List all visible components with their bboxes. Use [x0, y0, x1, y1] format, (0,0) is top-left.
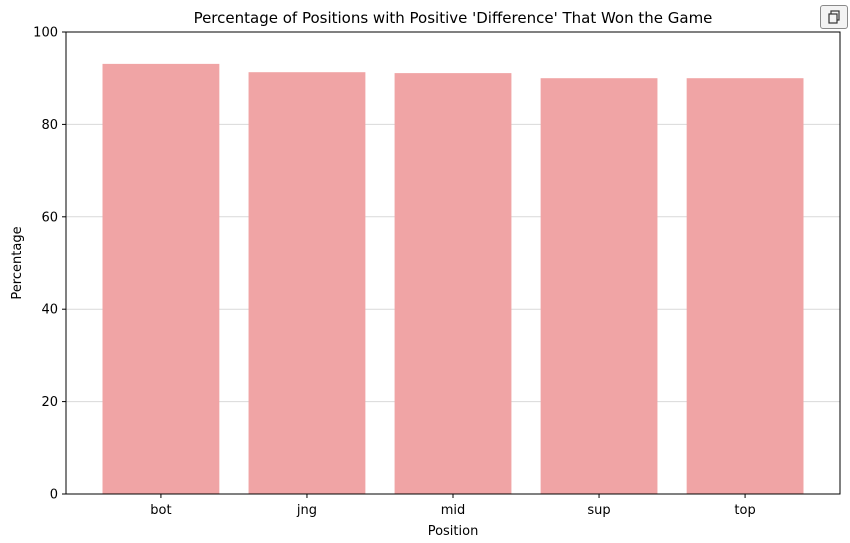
bar-sup — [540, 78, 658, 494]
bar-top — [686, 78, 804, 494]
x-axis-label: Position — [428, 524, 479, 539]
x-axis-ticks: bot jng mid sup top — [150, 494, 756, 518]
x-tick-label: sup — [587, 503, 610, 518]
bar-jng — [248, 72, 366, 494]
y-tick-label: 100 — [33, 26, 58, 41]
x-tick-label: top — [734, 503, 755, 518]
y-tick-label: 20 — [41, 395, 58, 410]
y-tick-label: 80 — [41, 118, 58, 133]
y-tick-label: 0 — [50, 488, 58, 503]
copy-icon — [828, 10, 840, 24]
x-tick-label: bot — [150, 503, 171, 518]
y-tick-label: 40 — [41, 303, 58, 318]
bars — [102, 63, 804, 495]
chart-title: Percentage of Positions with Positive 'D… — [194, 9, 713, 27]
bar-mid — [394, 73, 512, 495]
y-axis-ticks: 0 20 40 60 80 100 — [33, 26, 66, 503]
x-tick-label: jng — [296, 503, 317, 518]
bar-bot — [102, 63, 220, 495]
y-axis-label: Percentage — [10, 226, 25, 299]
y-tick-label: 60 — [41, 210, 58, 225]
x-tick-label: mid — [441, 503, 466, 518]
copy-button[interactable] — [820, 5, 848, 29]
